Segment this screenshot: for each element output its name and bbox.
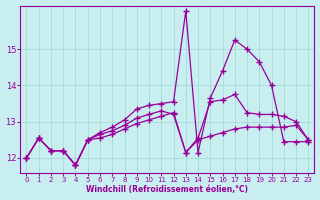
- X-axis label: Windchill (Refroidissement éolien,°C): Windchill (Refroidissement éolien,°C): [86, 185, 248, 194]
